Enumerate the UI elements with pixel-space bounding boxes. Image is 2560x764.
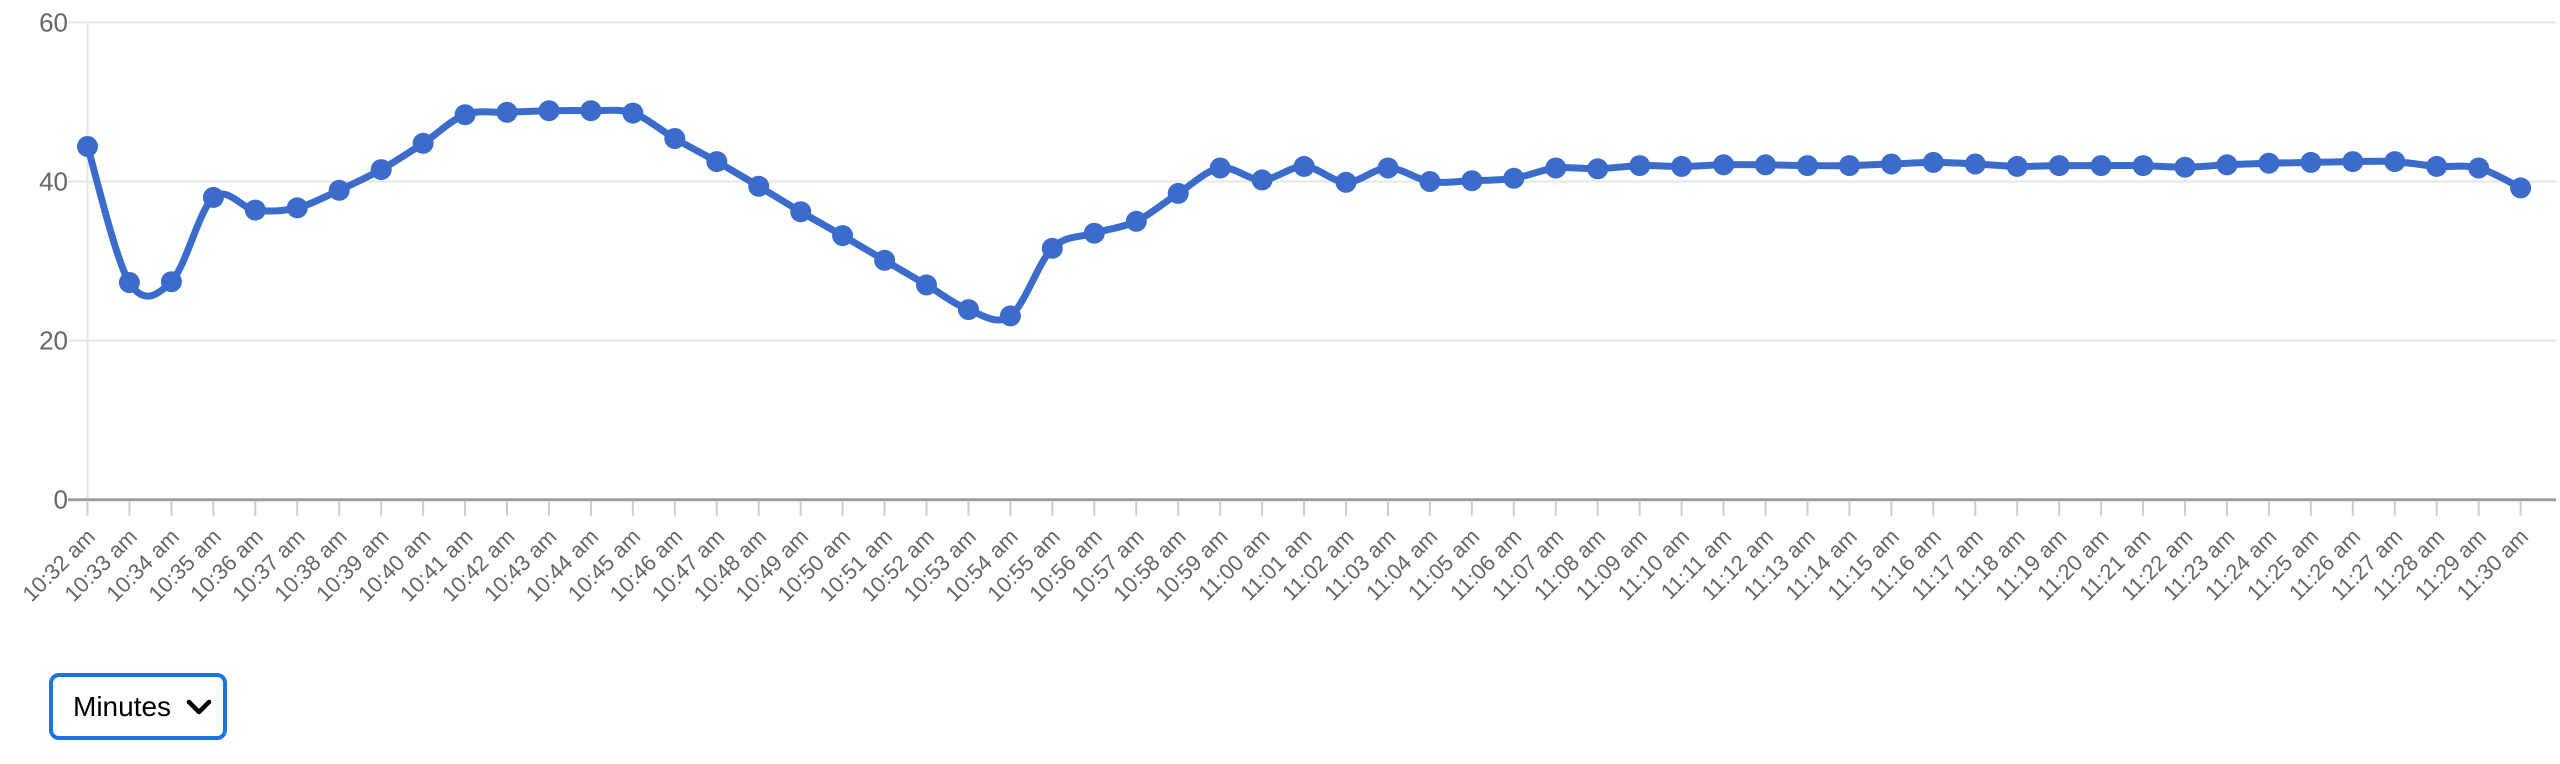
- data-point[interactable]: [916, 274, 937, 296]
- data-point[interactable]: [2468, 157, 2490, 179]
- data-point[interactable]: [580, 100, 602, 122]
- data-point[interactable]: [1419, 171, 1441, 192]
- data-point[interactable]: [1671, 155, 1693, 177]
- data-point[interactable]: [2300, 151, 2322, 173]
- data-point[interactable]: [1461, 170, 1483, 192]
- data-point[interactable]: [832, 225, 854, 247]
- data-point[interactable]: [1629, 155, 1651, 177]
- data-point[interactable]: [2090, 155, 2112, 177]
- data-point[interactable]: [2048, 155, 2070, 177]
- data-point[interactable]: [202, 186, 224, 208]
- data-point[interactable]: [1041, 237, 1063, 259]
- data-point[interactable]: [1880, 153, 1902, 175]
- data-point[interactable]: [999, 305, 1021, 327]
- data-point[interactable]: [622, 102, 644, 124]
- data-point[interactable]: [1125, 210, 1147, 232]
- y-axis-label: 60: [39, 7, 68, 37]
- data-point[interactable]: [748, 175, 770, 197]
- interval-select[interactable]: Minutes: [49, 673, 227, 740]
- data-point[interactable]: [244, 199, 266, 221]
- data-point[interactable]: [1838, 155, 1860, 177]
- data-point[interactable]: [2510, 177, 2532, 199]
- y-axis-label: 0: [54, 485, 68, 515]
- data-point[interactable]: [664, 128, 686, 149]
- data-point[interactable]: [1209, 157, 1231, 179]
- data-point[interactable]: [2216, 154, 2238, 176]
- data-point[interactable]: [1587, 158, 1609, 180]
- interval-select-wrapper: Minutes: [49, 673, 227, 740]
- data-point[interactable]: [1167, 182, 1189, 204]
- data-point[interactable]: [286, 197, 308, 219]
- y-axis-label: 20: [39, 326, 68, 356]
- data-point[interactable]: [2174, 156, 2196, 178]
- data-point[interactable]: [454, 104, 476, 126]
- data-point[interactable]: [328, 179, 350, 201]
- data-point[interactable]: [874, 249, 896, 271]
- data-point[interactable]: [958, 299, 979, 321]
- data-point[interactable]: [77, 136, 98, 157]
- data-point[interactable]: [1545, 157, 1567, 179]
- data-point[interactable]: [2342, 151, 2364, 173]
- data-point[interactable]: [2006, 155, 2028, 177]
- data-point[interactable]: [160, 271, 182, 293]
- data-point[interactable]: [2258, 152, 2280, 174]
- data-point[interactable]: [370, 159, 392, 181]
- data-point[interactable]: [1251, 169, 1273, 191]
- data-point[interactable]: [2426, 155, 2448, 177]
- data-point[interactable]: [1503, 167, 1525, 189]
- data-point[interactable]: [2132, 155, 2154, 177]
- data-point[interactable]: [1713, 154, 1735, 176]
- data-point[interactable]: [1335, 171, 1357, 193]
- data-point[interactable]: [706, 151, 728, 173]
- data-point[interactable]: [538, 100, 560, 122]
- data-point[interactable]: [790, 201, 812, 223]
- data-point[interactable]: [118, 272, 140, 293]
- data-point[interactable]: [1377, 157, 1399, 179]
- data-point[interactable]: [496, 101, 518, 123]
- data-point[interactable]: [1293, 155, 1315, 177]
- data-point[interactable]: [1964, 153, 1986, 175]
- series-line: [84, 106, 2525, 324]
- y-axis-label: 40: [39, 167, 68, 197]
- data-point[interactable]: [1083, 222, 1105, 244]
- data-point[interactable]: [2384, 151, 2406, 173]
- data-point[interactable]: [1755, 154, 1776, 176]
- data-point[interactable]: [1797, 155, 1818, 177]
- data-point[interactable]: [1922, 151, 1944, 173]
- data-point[interactable]: [412, 132, 434, 154]
